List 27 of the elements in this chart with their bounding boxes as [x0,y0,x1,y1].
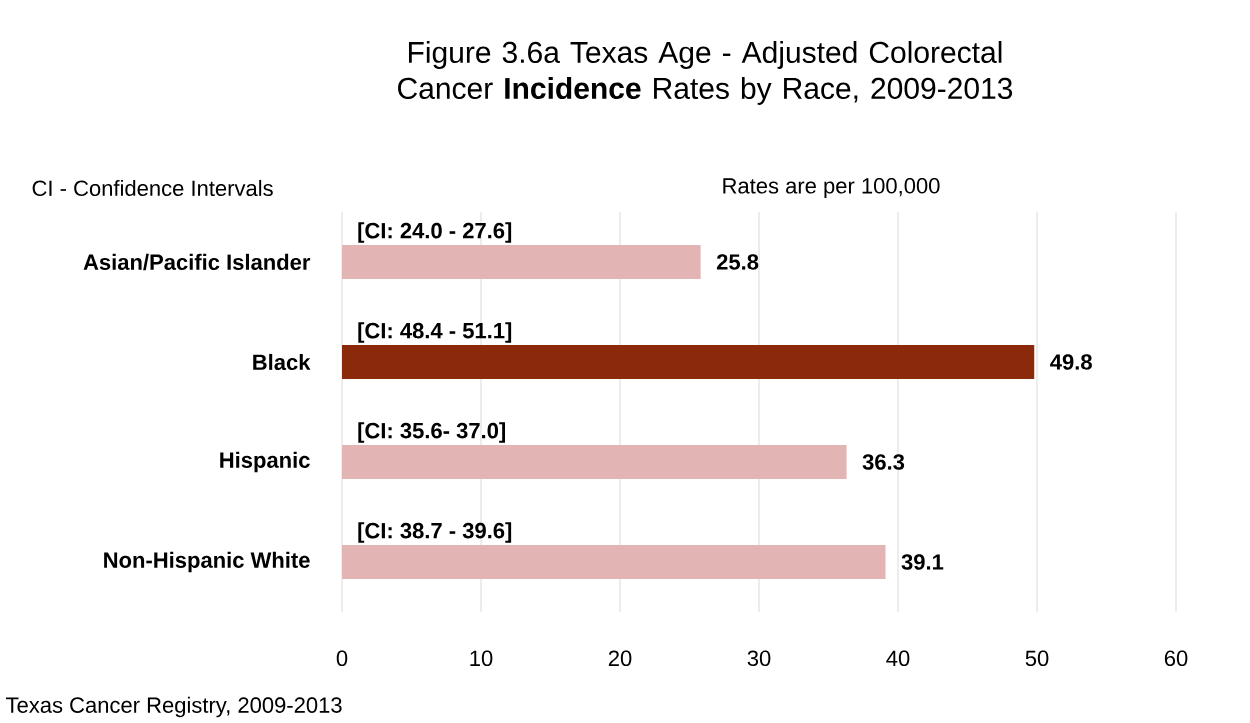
x-tick-label: 20 [608,650,632,667]
x-tick-label: 0 [336,650,348,667]
y-tick-label: Non-Hispanic White [104,551,310,573]
text: Rates are per 100,000 [723,178,940,198]
x-tick-label: 60 [1164,650,1188,667]
y-tick-label: Asian/Pacific Islander [83,253,311,271]
data-label: 49.8 [1050,354,1092,370]
annotation: [CI: 38.7 - 39.6] [358,522,512,543]
chart-title: Figure 3.6a Texas Age - Adjusted Colorectal Cancer Incidence Rates by Race, 2009-2013 [398,41,1013,105]
x-tick-label: 10 [470,650,493,667]
bar [342,545,886,580]
y-tick-label: Black [253,353,311,371]
x-tick-label: 50 [1025,650,1049,667]
data-label: 25.8 [716,254,759,270]
data-label: 36.3 [862,454,905,470]
annotation: [CI: 24.0 - 27.6] [358,222,512,243]
y-tick-label: Hispanic [220,451,310,473]
text: Texas Cancer Registry, 2009-2013 [6,696,342,718]
annotation: [CI: 35.6- 37.0] [358,422,505,443]
data-label: 39.1 [901,554,944,570]
x-tick-label: 40 [886,650,910,667]
bar [342,345,1035,379]
annotation: [CI: 48.4 - 51.1] [358,322,512,343]
bar [342,445,847,479]
x-tick-label: 30 [747,650,771,667]
text: CI - Confidence Intervals [32,179,273,197]
bar [342,245,701,279]
